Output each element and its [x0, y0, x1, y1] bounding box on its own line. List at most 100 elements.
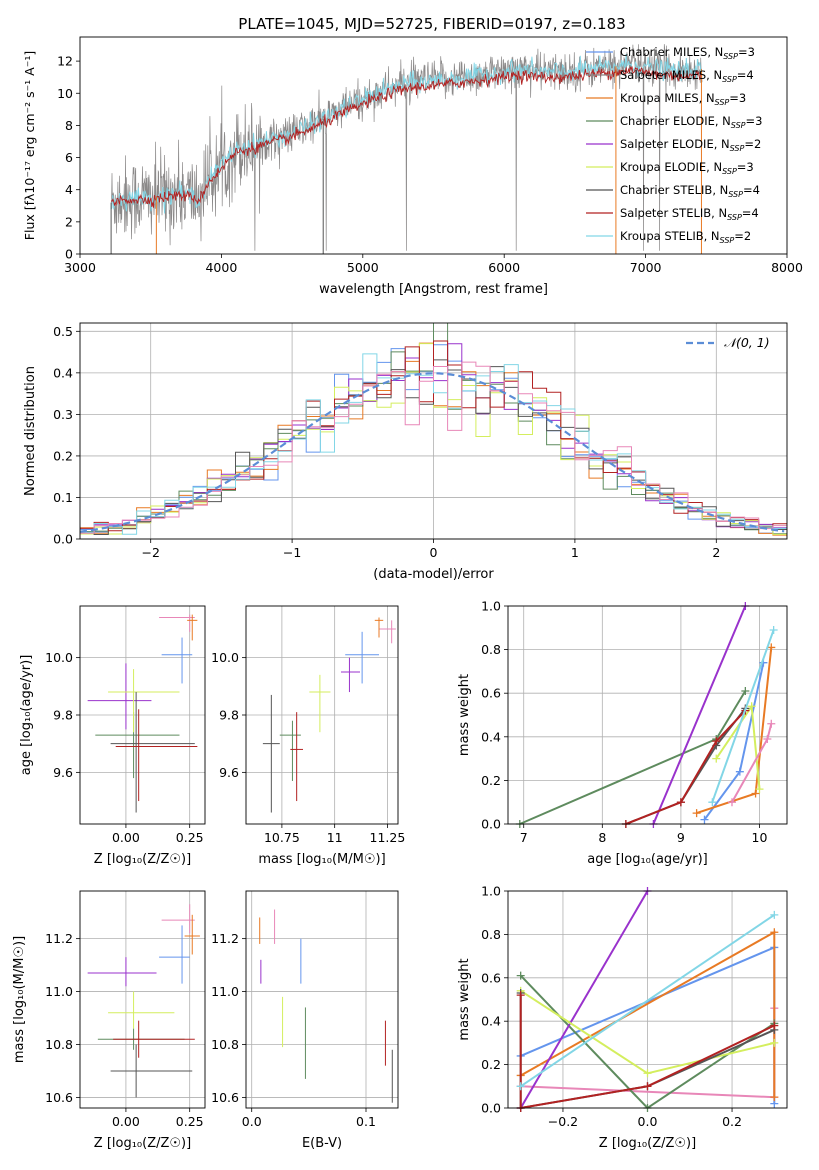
data-point [309, 674, 331, 733]
weight-series [708, 625, 778, 807]
data-point [113, 1020, 195, 1058]
weight-marker [712, 737, 721, 746]
y-tick-label: 0.8 [481, 927, 501, 942]
y-tick-label: 0.4 [481, 729, 501, 744]
x-tick-label: 0.25 [176, 1114, 204, 1129]
weight-line [520, 914, 775, 1088]
weight-marker [735, 767, 744, 776]
weight-line [519, 890, 649, 1109]
x-tick-label: 11.25 [370, 830, 406, 845]
y-tick-label: 9.6 [53, 765, 73, 780]
y-tick-label: 0.4 [53, 365, 73, 380]
y-tick-label: 0.0 [53, 532, 73, 547]
y-tick-label: 1.0 [481, 884, 501, 899]
error-bars [87, 614, 198, 813]
y-axis-label: mass weight [457, 958, 472, 1040]
weight-marker [676, 798, 685, 807]
weight-line [519, 995, 775, 1110]
data-point [161, 637, 193, 684]
y-tick-label: 0.2 [53, 448, 73, 463]
y-tick-label: 0.3 [53, 407, 73, 422]
y-tick-label: 4 [65, 182, 73, 197]
axes-frame [79, 605, 206, 825]
y-tick-label: 0 [65, 247, 73, 262]
weight-marker [708, 798, 717, 807]
weight-series [621, 704, 750, 828]
legend-label: Salpeter MILES, NSSP=4 [620, 68, 754, 84]
panel-age_vs_Z: 0.00 0.25 9.6 9.8 10.0 Z [log₁₀(Z/Z☉)] age [lo… [19, 605, 206, 867]
y-axis-label: Normed distribution [23, 366, 38, 496]
data-point [341, 657, 360, 693]
x-axis-label: Z [log₁₀(Z/Z☉)] [94, 852, 191, 867]
data-point [187, 614, 198, 641]
y-tick-label: 8 [65, 118, 73, 133]
x-tick-label: 11 [327, 830, 343, 845]
residual-histogram [80, 361, 787, 539]
y-tick-label: 0.6 [481, 970, 501, 985]
axes-frame [245, 890, 399, 1109]
weight-line [731, 723, 773, 803]
data-point [374, 617, 384, 638]
weight-series [516, 887, 652, 1112]
weight-line [625, 709, 747, 825]
x-tick-label: 7 [520, 830, 528, 845]
y-tick-label: 10.6 [45, 1090, 73, 1105]
data-point [159, 925, 190, 984]
x-axis-label: mass [log₁₀(M/M☉)] [258, 852, 385, 867]
y-tick-label: 12 [57, 54, 73, 69]
legend-label: Salpeter STELIB, NSSP=4 [620, 206, 759, 222]
x-tick-label: 7000 [630, 260, 662, 275]
weight-series [516, 910, 779, 1091]
y-tick-label: 11.0 [45, 984, 73, 999]
y-tick-label: 1.0 [481, 599, 501, 614]
legend-label: Chabrier STELIB, NSSP=4 [620, 183, 760, 199]
weight-marker [741, 687, 750, 696]
y-tick-label: 0.2 [481, 1057, 501, 1072]
y-tick-label: 2 [65, 214, 73, 229]
axes-frame [79, 36, 788, 255]
panel-spectrum: 3000 4000 5000 6000 7000 8000 0 2 4 6 8 10 12 wavelen… [22, 36, 803, 297]
weight-lines [515, 602, 778, 828]
panel-weight_vs_age: 7 8 9 10 0.0 0.2 0.4 0.6 0.8 1.0 age [log₁₀(age/yr… [457, 599, 788, 867]
y-tick-label: 0.4 [481, 1014, 501, 1029]
y-tick-label: 0.5 [53, 324, 73, 339]
error-bars [259, 909, 393, 1103]
panel-weight_vs_Z: −0.2 0.0 0.2 0.0 0.2 0.4 0.6 0.8 1.0 Z [log₁₀(Z/Z… [457, 884, 788, 1151]
x-tick-label: −0.2 [548, 1114, 578, 1129]
weight-marker [769, 625, 778, 634]
weight-marker [770, 1093, 779, 1102]
weight-marker [755, 785, 764, 794]
weight-marker [516, 991, 525, 1000]
x-tick-label: 9 [677, 830, 685, 845]
y-tick-label: 11.2 [211, 931, 239, 946]
weight-series [727, 719, 776, 807]
weight-marker [767, 719, 776, 728]
weight-series [700, 658, 768, 824]
x-tick-label: 3000 [64, 260, 96, 275]
y-tick-label: 6 [65, 150, 73, 165]
x-tick-label: 8 [598, 830, 606, 845]
data-point [345, 631, 379, 684]
y-tick-label: 9.6 [219, 765, 239, 780]
axes-frame [79, 890, 206, 1109]
x-tick-label: 10.75 [264, 830, 300, 845]
residual-histogram [80, 353, 787, 535]
y-tick-label: 10.0 [45, 650, 73, 665]
data-point [115, 709, 198, 802]
gaussian-reference-curve [80, 372, 785, 533]
x-tick-label: 0.25 [176, 830, 204, 845]
legend-label: Chabrier ELODIE, NSSP=3 [620, 114, 762, 130]
legend-label: 𝒩(0, 1) [724, 335, 770, 350]
y-tick-label: 10.8 [45, 1037, 73, 1052]
y-axis-label: age [log₁₀(age/yr)] [19, 655, 34, 776]
x-tick-label: 0.0 [638, 1114, 658, 1129]
model-spectrum [110, 53, 703, 214]
weight-line [711, 629, 775, 803]
legend-label: Salpeter ELODIE, NSSP=2 [620, 137, 761, 153]
panel-mass_vs_ebv: 0.0 0.1 10.6 10.8 11.0 11.2 E(B-V) [211, 890, 399, 1151]
data-point [108, 669, 180, 733]
x-axis-label: (data-model)/error [373, 567, 494, 582]
data-point [161, 904, 195, 934]
y-tick-label: 0.0 [481, 1101, 501, 1116]
